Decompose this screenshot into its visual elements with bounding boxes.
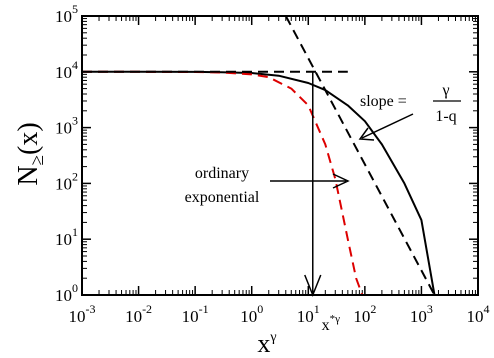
y-tick-label: 100 [55, 281, 78, 305]
x-tick-label: 10-3 [69, 302, 96, 326]
slope-numerator: γ [441, 82, 449, 99]
slope-arrow-line [361, 113, 414, 139]
x-tick-label: 102 [353, 302, 376, 326]
ordinary-label-line1: ordinary [195, 165, 249, 182]
marker-label: x*γ [322, 313, 341, 334]
annotations: x*γ ordinary exponential slope = γ 1-q [185, 71, 461, 334]
x-axis-title: xγ [257, 329, 276, 358]
x-tick-label: 10-1 [182, 302, 209, 326]
x-axis-title-sup: γ [269, 330, 276, 345]
y-tick-labels: 100 101 102 103 104 105 [55, 2, 78, 305]
y-axis-title: N≥(x) [13, 122, 48, 185]
series-line-3 [284, 15, 436, 296]
x-tick-label: 103 [410, 302, 433, 326]
ordinary-label-line2: exponential [185, 189, 260, 206]
y-axis-title-sub: ≥ [27, 155, 48, 165]
y-tick-label: 101 [55, 225, 78, 249]
y-axis-title-main: N [13, 165, 44, 185]
plot-frame [81, 15, 479, 296]
x-tick-label: 100 [240, 302, 263, 326]
y-tick-label: 103 [55, 114, 78, 138]
x-tick-label: 101 [297, 302, 320, 326]
x-tick-label: 10-2 [125, 302, 152, 326]
series-line-1 [82, 70, 364, 296]
slope-arrowhead [358, 127, 375, 141]
x-tick-labels: 10-3 10-2 10-1 100 101 102 103 104 [69, 302, 490, 326]
y-tick-label: 105 [55, 2, 78, 26]
y-axis-title-arg: (x) [13, 122, 44, 155]
x-tick-label: 104 [467, 302, 490, 326]
x-axis-title-base: x [257, 329, 270, 358]
y-tick-label: 102 [55, 169, 78, 193]
slope-label: slope = [360, 93, 407, 110]
curves [82, 15, 436, 296]
marker-arrowhead [304, 274, 322, 298]
ticks [81, 15, 479, 296]
slope-denominator: 1-q [435, 108, 456, 125]
ordinary-arrowhead [332, 173, 350, 189]
y-tick-label: 104 [55, 58, 78, 82]
